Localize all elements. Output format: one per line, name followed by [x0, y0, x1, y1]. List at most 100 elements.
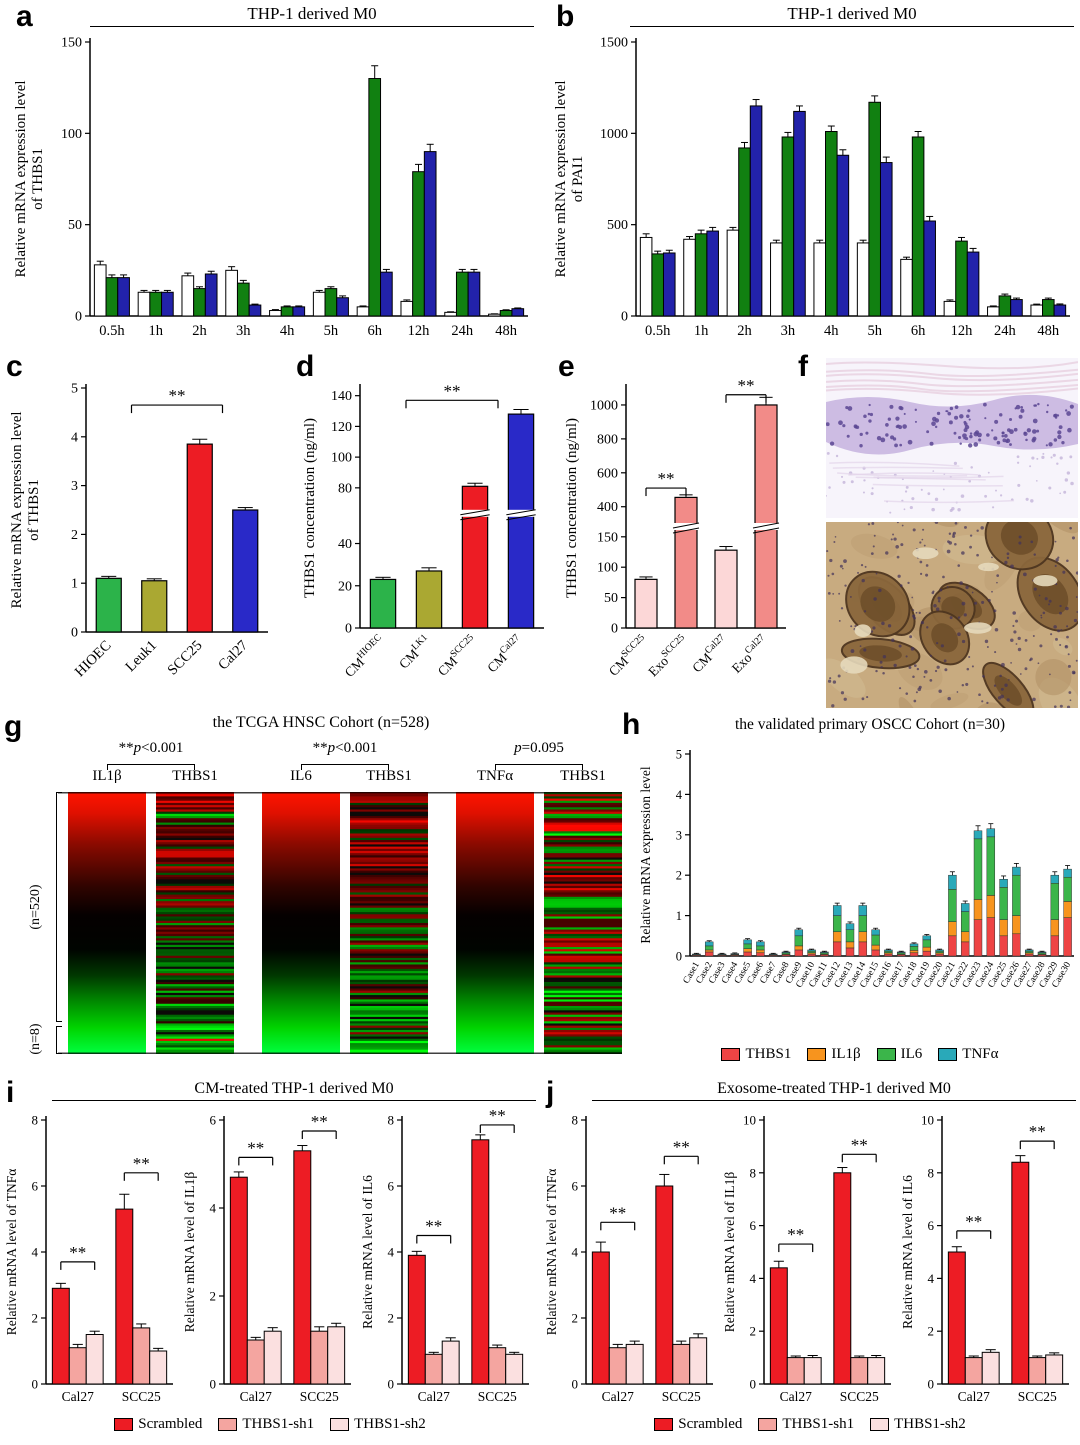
svg-text:5h: 5h [867, 323, 882, 339]
svg-text:8: 8 [928, 1165, 935, 1180]
svg-text:Relative mRNA level of IL6: Relative mRNA level of IL6 [900, 1175, 915, 1329]
svg-text:1000: 1000 [590, 398, 618, 413]
panel-j-il1b-chart: Relative mRNA level of IL1β 0 2 4 6 8 10 Cal27 S… [720, 1102, 896, 1410]
svg-text:8: 8 [32, 1113, 39, 1128]
legend-label: TNFα [962, 1046, 999, 1062]
heatmap-pvalue-3: p=0.095 [514, 740, 564, 756]
legend-swatch [938, 1048, 958, 1061]
legend-swatch [330, 1418, 350, 1431]
heatmap-pvalue-1: **p<0.001 [118, 740, 184, 756]
svg-text:**: ** [738, 376, 755, 395]
svg-text:0: 0 [210, 1377, 217, 1392]
panel-i-il6-chart: Relative mRNA level of IL6 0 2 4 6 8 Cal27 SCC2… [358, 1102, 534, 1410]
svg-text:50: 50 [68, 218, 82, 233]
legend-item: IL1β [807, 1046, 861, 1063]
panel-letter-b: b [556, 0, 575, 33]
svg-text:0: 0 [572, 1377, 579, 1392]
svg-text:5: 5 [676, 748, 682, 762]
legend-swatch [654, 1418, 674, 1431]
svg-text:3h: 3h [236, 323, 251, 339]
svg-text:4h: 4h [280, 323, 295, 339]
svg-text:48h: 48h [1037, 323, 1060, 339]
panel-j-il6-chart: Relative mRNA level of IL6 0 2 4 6 8 10 Cal27 SC… [898, 1102, 1074, 1410]
panel-h-chart: Relative mRNA expression level 0 1 2 3 4 5 Case… [636, 740, 1080, 1042]
panel-i-title: CM-treated THP-1 derived M0 [52, 1080, 536, 1101]
svg-text:800: 800 [597, 432, 618, 447]
svg-text:Relative mRNA expression level: Relative mRNA expression level [9, 411, 25, 608]
svg-text:Cal27: Cal27 [780, 1389, 812, 1404]
svg-text:Cal27: Cal27 [602, 1389, 634, 1404]
panel-e-chart: THBS1 concentration (ng/ml) 0 50 100 150 400 6… [562, 366, 792, 696]
svg-text:SCC25: SCC25 [478, 1389, 517, 1404]
svg-text:2: 2 [388, 1311, 395, 1326]
histology-top-image [826, 358, 1078, 518]
svg-text:**: ** [444, 381, 461, 400]
svg-text:Cal27: Cal27 [215, 638, 251, 674]
svg-text:48h: 48h [495, 323, 518, 339]
svg-text:6h: 6h [367, 323, 382, 339]
svg-text:4: 4 [71, 430, 78, 445]
legend-swatch [876, 1048, 896, 1061]
svg-text:6: 6 [210, 1113, 217, 1128]
svg-text:CMSCC25: CMSCC25 [604, 632, 651, 679]
heatmap-column-label-thbs1-3: THBS1 [560, 768, 606, 784]
svg-text:4: 4 [676, 788, 683, 802]
svg-text:**: ** [965, 1212, 982, 1231]
svg-text:0: 0 [676, 950, 682, 964]
svg-text:24h: 24h [451, 323, 474, 339]
svg-text:100: 100 [61, 127, 82, 142]
svg-text:CMCal27: CMCal27 [483, 632, 526, 675]
svg-text:500: 500 [607, 218, 628, 233]
svg-text:2: 2 [750, 1324, 757, 1339]
svg-text:120: 120 [331, 420, 352, 435]
svg-text:140: 140 [331, 389, 352, 404]
svg-text:2: 2 [928, 1324, 935, 1339]
heatmap-column-label-il6: IL6 [290, 768, 312, 784]
heatmap-pair-bracket-1 [107, 764, 195, 770]
svg-text:Relative mRNA level of IL1β: Relative mRNA level of IL1β [182, 1172, 197, 1333]
svg-text:6: 6 [32, 1179, 39, 1194]
svg-text:24h: 24h [994, 323, 1017, 339]
svg-text:6: 6 [750, 1218, 757, 1233]
svg-text:12h: 12h [408, 323, 431, 339]
svg-text:4: 4 [388, 1245, 395, 1260]
svg-text:12h: 12h [951, 323, 974, 339]
tcga-heatmap [20, 792, 622, 1055]
svg-text:1500: 1500 [600, 36, 628, 51]
svg-text:4h: 4h [824, 323, 839, 339]
heatmap-pvalue-2: **p<0.001 [312, 740, 378, 756]
svg-text:2: 2 [71, 528, 78, 543]
legend-label: THBS1-sh2 [354, 1416, 426, 1432]
svg-text:THBS1 concentration (ng/ml): THBS1 concentration (ng/ml) [564, 418, 580, 598]
svg-text:1: 1 [676, 909, 682, 923]
legend-item: IL6 [876, 1046, 922, 1063]
svg-text:CMHIOEC: CMHIOEC [340, 632, 388, 680]
legend-item: THBS1-sh2 [870, 1416, 966, 1433]
svg-text:50: 50 [604, 591, 618, 606]
svg-text:of THBS1: of THBS1 [30, 148, 46, 210]
panel-d-chart: THBS1 concentration (ng/ml) 0 20 40 80 100 120… [300, 366, 552, 696]
legend-label: THBS1-sh1 [242, 1416, 315, 1432]
svg-text:Cal27: Cal27 [418, 1389, 450, 1404]
svg-text:of THBS1: of THBS1 [26, 479, 42, 541]
svg-text:2: 2 [210, 1289, 217, 1304]
svg-text:150: 150 [61, 36, 82, 51]
svg-text:0: 0 [75, 310, 82, 325]
heatmap-column-label-thbs1-2: THBS1 [366, 768, 412, 784]
svg-text:SCC25: SCC25 [1018, 1389, 1057, 1404]
legend-item: THBS1-sh2 [330, 1416, 426, 1433]
svg-text:of PAI1: of PAI1 [570, 156, 586, 203]
histology-bottom-image [826, 522, 1078, 708]
legend-item: Scrambled [654, 1416, 742, 1433]
svg-text:1000: 1000 [600, 127, 628, 142]
svg-text:1: 1 [71, 577, 78, 592]
svg-text:SCC25: SCC25 [122, 1389, 161, 1404]
svg-text:100: 100 [331, 451, 352, 466]
panel-i-il1b-chart: Relative mRNA level of IL1β 0 2 4 6 Cal27 SCC2… [180, 1102, 356, 1410]
svg-text:0: 0 [621, 310, 628, 325]
panel-b-chart: Relative mRNA expression level of PAI1 0 50… [552, 26, 1076, 346]
svg-text:2h: 2h [192, 323, 207, 339]
svg-text:Relative mRNA expression level: Relative mRNA expression level [13, 80, 29, 277]
svg-text:0: 0 [611, 622, 618, 637]
legend-swatch [758, 1418, 778, 1431]
